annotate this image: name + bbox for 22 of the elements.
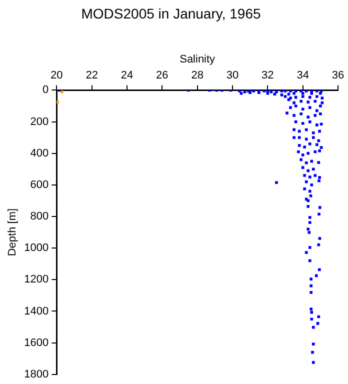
x-tick-label: 28 <box>191 70 204 82</box>
y-tick-label: 1800 <box>24 368 49 380</box>
x-tick-label: 34 <box>296 70 309 82</box>
y-tick-label: 0 <box>42 84 49 96</box>
y-tick-label: 1400 <box>24 305 49 318</box>
x-tick-label: 22 <box>86 70 98 82</box>
x-axis-title: Salinity <box>180 53 216 66</box>
chart-title: MODS2005 in January, 1965 <box>81 5 261 22</box>
y-tick-label: 1000 <box>24 242 49 254</box>
x-tick-label: 36 <box>332 70 344 82</box>
x-tick-label: 26 <box>156 70 168 82</box>
y-tick-label: 400 <box>30 147 49 160</box>
y-tick-label: 1200 <box>24 274 49 286</box>
x-tick-label: 20 <box>50 70 63 82</box>
x-tick-label: 32 <box>262 70 274 82</box>
x-tick-label: 30 <box>226 70 239 82</box>
y-axis-title: Depth [m] <box>6 208 19 256</box>
y-tick-label: 200 <box>30 116 49 128</box>
x-tick-label: 24 <box>120 70 134 82</box>
y-tick-label: 600 <box>30 178 49 191</box>
y-tick-label: 800 <box>30 210 49 223</box>
y-tick-label: 1600 <box>24 336 49 349</box>
